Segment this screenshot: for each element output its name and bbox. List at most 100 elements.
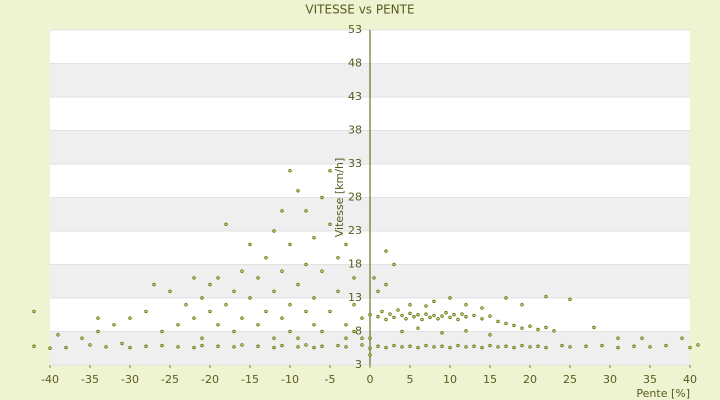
point (328, 222, 332, 226)
point (216, 276, 220, 280)
point (464, 315, 468, 319)
point (232, 329, 236, 334)
point (536, 344, 540, 348)
point (440, 331, 444, 335)
point (592, 325, 596, 330)
x-tick-label: -15 (241, 373, 259, 386)
point (312, 235, 316, 240)
point (424, 304, 428, 308)
point (312, 296, 316, 300)
point (504, 321, 508, 326)
point (312, 345, 316, 350)
point (32, 309, 36, 314)
point (256, 344, 260, 348)
x-tick-label: -5 (325, 373, 336, 386)
point (296, 189, 300, 193)
point (344, 336, 348, 340)
point (432, 313, 436, 318)
point (544, 325, 548, 330)
point (232, 345, 236, 349)
point (464, 345, 468, 349)
point (208, 282, 212, 287)
point (288, 168, 292, 173)
point (376, 344, 380, 348)
point (392, 315, 396, 320)
y-tick-label: 38 (348, 124, 362, 137)
point (352, 303, 356, 307)
point (200, 296, 204, 300)
point (400, 313, 404, 318)
point (200, 343, 204, 348)
point (448, 296, 452, 300)
x-tick-label: 15 (483, 373, 497, 386)
point (296, 345, 300, 349)
point (32, 344, 36, 348)
point (568, 297, 572, 302)
point (464, 303, 468, 307)
point (280, 209, 284, 213)
point (520, 303, 524, 307)
y-tick-label: 53 (348, 23, 362, 36)
point (192, 345, 196, 350)
point (304, 309, 308, 314)
point (80, 336, 84, 340)
point (488, 333, 492, 337)
x-tick-label: 25 (563, 373, 577, 386)
point (568, 345, 572, 349)
x-tick-label: -20 (201, 373, 219, 386)
point (336, 343, 340, 348)
point (384, 282, 388, 287)
x-tick-label: 40 (683, 373, 697, 386)
point (360, 316, 364, 320)
x-tick-label: -35 (81, 373, 99, 386)
point (248, 242, 252, 247)
point (272, 336, 276, 340)
point (448, 345, 452, 350)
point (488, 314, 492, 318)
point (408, 311, 412, 316)
x-tick-label: 10 (443, 373, 457, 386)
point (504, 344, 508, 348)
point (512, 345, 516, 350)
point (128, 345, 132, 350)
point (352, 276, 356, 280)
point (440, 344, 444, 348)
point (96, 316, 100, 320)
point (144, 309, 148, 314)
point (336, 289, 340, 293)
point (560, 343, 564, 348)
point (372, 276, 376, 280)
x-tick-label: 5 (407, 373, 414, 386)
point (344, 242, 348, 247)
point (296, 336, 300, 340)
point (400, 345, 404, 349)
point (368, 346, 372, 350)
point (176, 345, 180, 349)
point (424, 343, 428, 348)
point (160, 343, 164, 348)
point (528, 345, 532, 349)
point (520, 326, 524, 330)
point (460, 312, 464, 316)
point (388, 312, 392, 316)
point (456, 343, 460, 348)
point (680, 336, 684, 340)
point (416, 345, 420, 350)
point (240, 269, 244, 273)
point (420, 317, 424, 322)
point (480, 317, 484, 321)
point (404, 317, 408, 321)
point (456, 317, 460, 322)
point (472, 344, 476, 348)
point (152, 282, 156, 287)
point (304, 262, 308, 267)
point (464, 329, 468, 333)
point (296, 282, 300, 287)
y-tick-label: 13 (348, 291, 362, 304)
point (328, 309, 332, 314)
point (472, 313, 476, 318)
point (384, 345, 388, 350)
point (304, 209, 308, 213)
